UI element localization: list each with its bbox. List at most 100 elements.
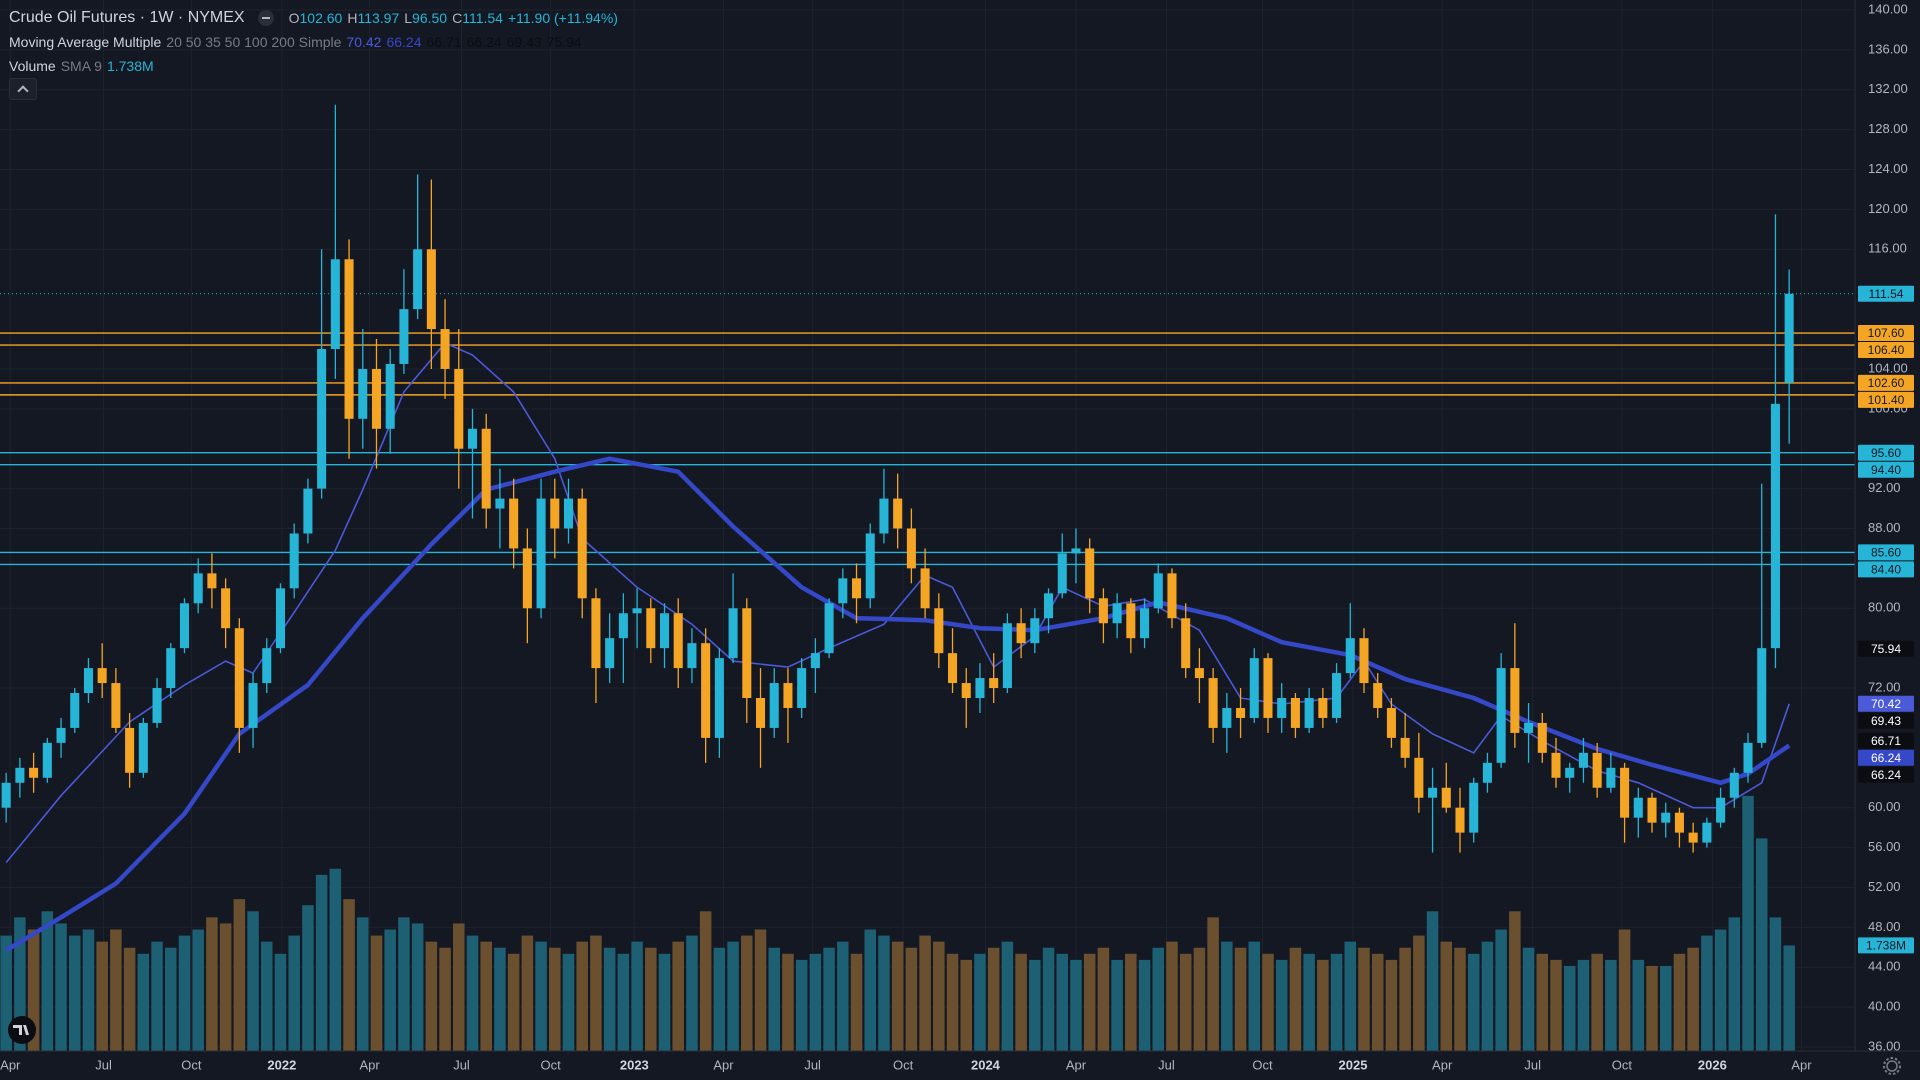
candle-body [56,727,66,743]
candle-body [83,668,93,694]
y-tick-label: 92.00 [1868,480,1901,495]
ma-axis-label: 70.42 [1871,697,1901,711]
x-tick-label: Apr [0,1057,21,1072]
volume-bar [164,947,177,1051]
candle-body [275,588,286,649]
candle-body [1674,812,1684,833]
ohlc-value: 102.60 [299,10,343,26]
candle-body [303,488,313,534]
candle-body [1400,737,1410,758]
x-tick-label: Jul [804,1057,821,1072]
y-tick-label: 52.00 [1868,879,1901,894]
candle-body [1565,767,1575,778]
volume-bar [919,935,931,1051]
candle-body [454,368,464,449]
candle-body [1551,752,1561,778]
level-label-box [1858,374,1914,391]
candle-body [1002,623,1012,689]
volume-bar [1536,953,1549,1051]
volume-bar [507,953,520,1051]
candle-body [1,782,11,808]
candle-body [1647,797,1657,823]
candle-body [1729,772,1739,798]
candle-body [509,498,519,549]
y-tick-label: 40.00 [1868,999,1901,1014]
x-tick-label: Apr [1432,1057,1453,1072]
candle-body [1537,722,1547,753]
volume-bar [576,941,588,1051]
volume-bar [1234,947,1247,1051]
volume-bar [453,923,465,1051]
candle-body [1716,797,1726,823]
volume-bar [1563,965,1576,1051]
settings-button[interactable] [1883,1057,1901,1075]
volume-bar [521,935,534,1051]
y-tick-label: 88.00 [1868,520,1901,535]
x-tick-label: 2023 [620,1057,649,1072]
volume-bar [55,923,67,1051]
volume-bar [41,911,54,1051]
candle-body [1414,757,1424,798]
ohlc-value: 113.97 [357,10,400,26]
volume-bar [987,947,1000,1051]
volume-bar [1454,947,1466,1051]
level-label: 106.40 [1868,343,1905,357]
ma-axis-label: 66.24 [1871,751,1901,765]
volume-bar [302,905,314,1051]
ohlc-value: 96.50 [412,10,448,26]
volume-bar [1577,959,1590,1051]
candle-body [673,613,683,669]
candle-body [1359,638,1369,684]
volume-bar [1070,959,1082,1051]
candle-body [1277,698,1287,718]
ma-axis-label-box [1858,749,1914,766]
level-label: 95.60 [1871,446,1901,460]
candle-body [1661,812,1671,823]
volume-bar [1701,935,1713,1051]
y-tick-label: 56.00 [1868,839,1901,854]
candle-body [111,683,121,728]
level-label: 101.40 [1868,393,1905,407]
volume-bar [1618,929,1631,1051]
x-tick-label: Oct [1252,1057,1273,1072]
volume-bar [288,935,300,1051]
hide-button[interactable] [257,10,274,26]
volume-bar [837,941,849,1051]
ma-value: 66.24 [466,34,502,50]
volume-bar [1083,953,1096,1051]
volume-bar [974,953,986,1051]
ma-axis-label-box [1858,695,1914,712]
volume-bar [686,935,698,1051]
ma-value: 70.42 [346,34,382,50]
candle-body [563,498,574,529]
candle-body [1030,618,1040,644]
x-tick-label: 2025 [1339,1057,1368,1072]
volume-bar [1742,795,1754,1051]
volume-bar [645,947,657,1051]
volume-bar [1097,947,1110,1051]
tradingview-logo[interactable] [8,1016,36,1044]
ohlc-key: H [347,10,358,26]
volume-bar [823,947,835,1051]
volume-bar [1275,959,1288,1051]
ma-axis-label: 66.71 [1871,734,1901,748]
candle-body [1386,707,1396,738]
collapse-button[interactable] [9,78,37,100]
ma-value: 75.94 [546,34,582,50]
volume-bar [1166,941,1178,1051]
volume-bar [219,923,232,1051]
candle-body [769,683,779,728]
candle-body [865,533,875,599]
volume-bar [878,935,890,1051]
candle-body [1318,698,1328,718]
candle-body [1126,603,1136,639]
volume-bar [1646,965,1658,1051]
candle-body [138,722,148,773]
candle-body [728,608,738,659]
volume-bar [14,917,26,1051]
candle-body [317,349,327,489]
candle-body [1770,403,1780,649]
volume-bar [590,935,602,1051]
